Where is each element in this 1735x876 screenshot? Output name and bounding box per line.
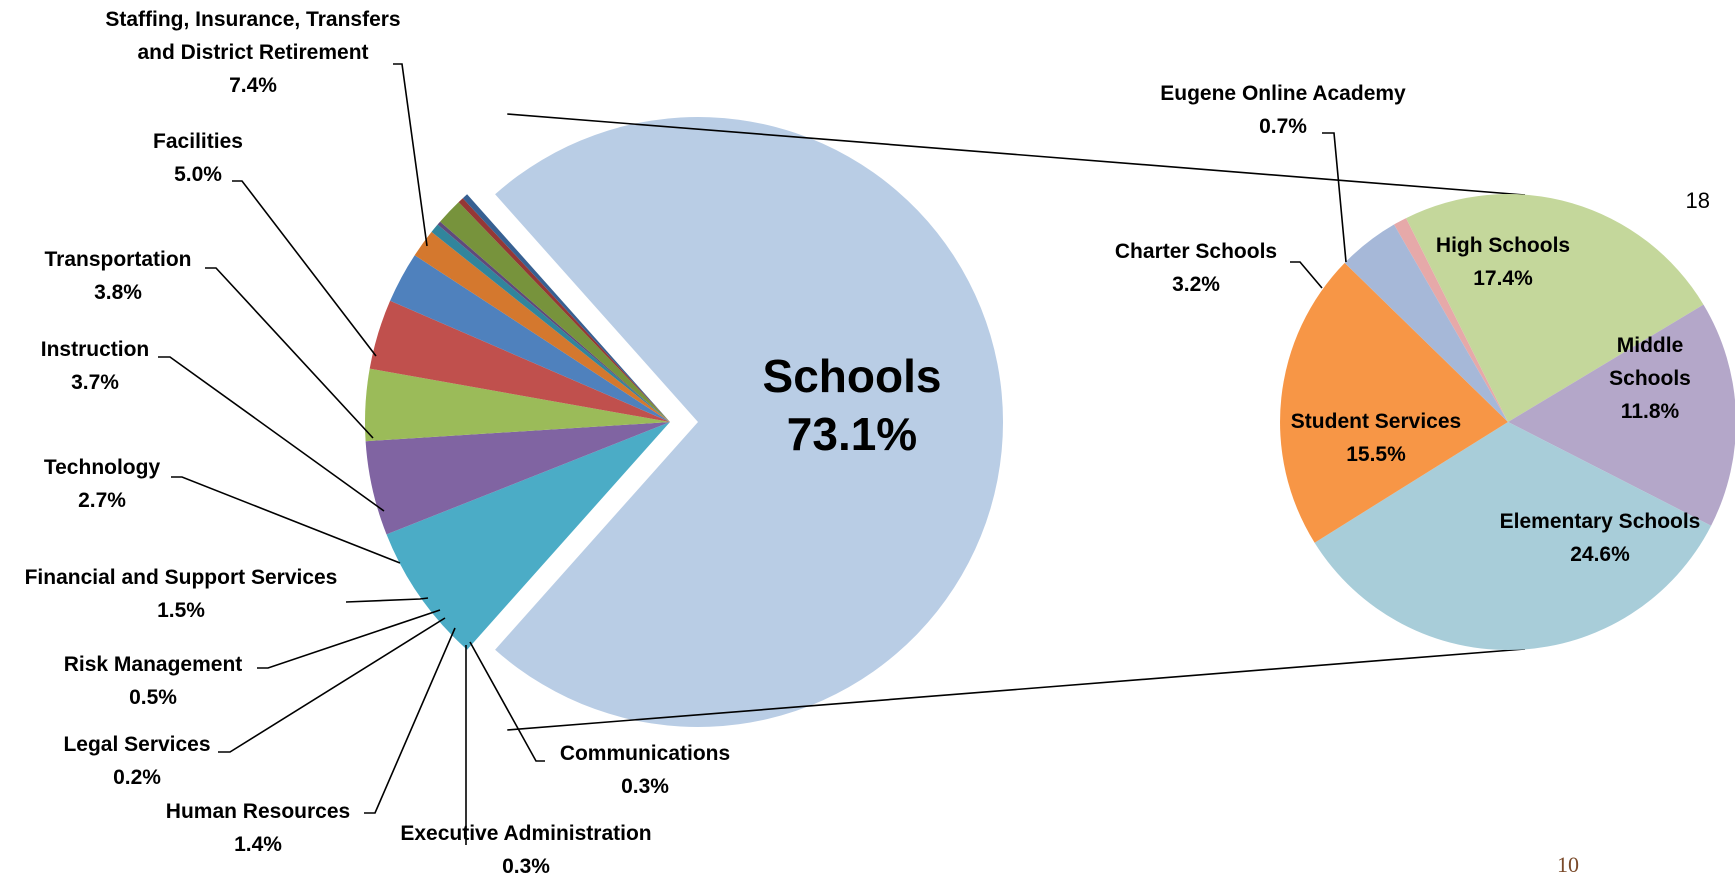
main-pie xyxy=(364,116,1004,727)
leader-technology xyxy=(171,476,401,564)
slice-technology xyxy=(390,255,670,422)
sub-slice-middle-schools xyxy=(1508,304,1735,526)
leader-instruction xyxy=(158,356,385,512)
label-financial-and-support-services: Financial and Support Services 1.5% xyxy=(25,566,338,622)
sub-slice-eugene-online-academy xyxy=(1394,218,1508,422)
label-transportation: Transportation 3.8% xyxy=(44,248,191,304)
label-eugene-online-academy: Eugene Online Academy 0.7% xyxy=(1160,82,1406,138)
label-technology: Technology 2.7% xyxy=(44,456,161,512)
leader-financial-and-support-services xyxy=(345,597,429,603)
slice-instruction xyxy=(369,300,670,422)
label-legal-services: Legal Services 0.2% xyxy=(63,733,210,789)
label-risk-management: Risk Management 0.5% xyxy=(64,653,243,709)
schools-breakdown-pie xyxy=(1280,194,1735,651)
slice-financial-and-support-services xyxy=(414,231,670,422)
sub-slice-charter-schools xyxy=(1344,224,1508,422)
slice-staffing-insurance-transfers-and-district-retirement xyxy=(386,422,670,650)
connector-top xyxy=(507,113,1526,196)
label-communications: Communications 0.3% xyxy=(560,742,730,798)
label-facilities: Facilities 5.0% xyxy=(153,130,243,186)
slice-transportation xyxy=(364,368,670,442)
sub-slice-student-services xyxy=(1280,262,1508,543)
connector-bottom xyxy=(507,648,1526,731)
sub-slice-elementary-schools xyxy=(1314,422,1712,651)
leader-facilities xyxy=(232,180,377,357)
slice-legal-services xyxy=(437,221,670,422)
label-student-services: Student Services 15.5% xyxy=(1291,410,1461,466)
label-charter-schools: Charter Schools 3.2% xyxy=(1115,240,1277,296)
page-number-footer: 10 xyxy=(1557,852,1579,876)
slice-facilities xyxy=(365,422,670,535)
sub-slice-high-schools xyxy=(1406,194,1704,422)
slice-human-resources xyxy=(440,202,670,422)
leader-charter-schools xyxy=(1290,261,1323,289)
pie-connector-lines xyxy=(507,113,1526,731)
leader-risk-management xyxy=(257,609,441,669)
slice-schools xyxy=(495,116,1004,727)
leader-transportation xyxy=(205,267,374,439)
slice-communications xyxy=(462,194,670,422)
label-schools: Schools 73.1% xyxy=(763,350,942,460)
label-executive-administration: Executive Administration 0.3% xyxy=(400,822,651,876)
leader-eugene-online-academy xyxy=(1322,132,1347,263)
leader-human-resources xyxy=(364,627,456,814)
slice-executive-administration xyxy=(458,198,670,422)
leader-lines xyxy=(158,63,1347,845)
label-high-schools: High Schools 17.4% xyxy=(1436,234,1570,290)
leader-legal-services xyxy=(218,617,446,753)
label-human-resources: Human Resources 1.4% xyxy=(166,800,350,856)
label-elementary-schools: Elementary Schools 24.6% xyxy=(1500,510,1701,566)
leader-staffing-insurance-transfers-and-district-retirement xyxy=(393,63,428,247)
data-labels: Schools 73.1% Staffing, Insurance, Transfe… xyxy=(25,8,1701,876)
page-number-corner: 18 xyxy=(1686,188,1710,213)
label-staffing-insurance-transfers-and-district-retirement: Staffing, Insurance, Transfers and Distri… xyxy=(105,8,400,97)
label-instruction: Instruction 3.7% xyxy=(41,338,150,394)
label-middle-schools: Middle Schools 11.8% xyxy=(1609,334,1691,423)
slice-risk-management xyxy=(431,224,670,422)
leader-communications xyxy=(469,641,545,762)
